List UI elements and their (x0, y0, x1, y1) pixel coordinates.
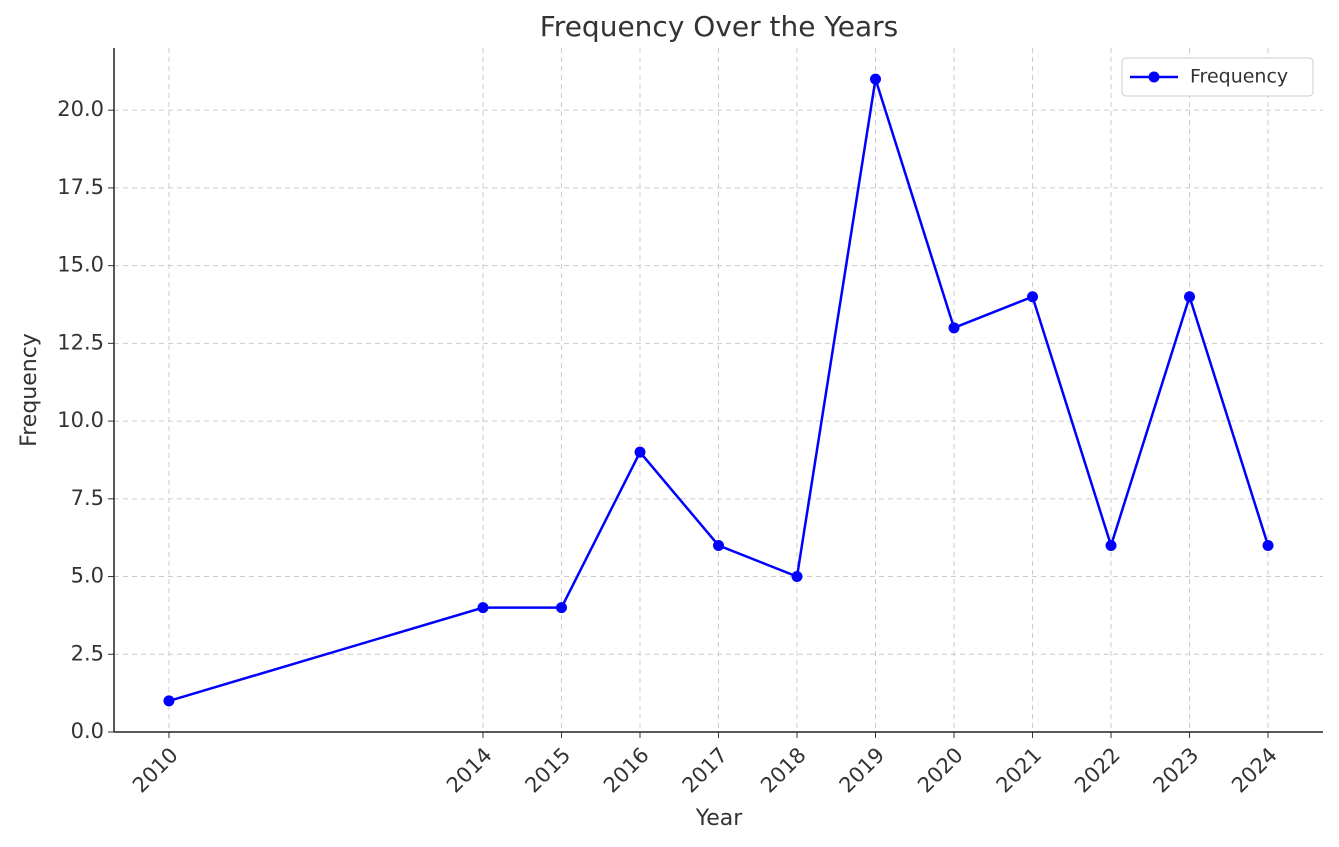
x-tick-label: 2024 (1227, 743, 1282, 798)
x-tick-label: 2019 (835, 743, 890, 798)
x-tick-label: 2016 (599, 743, 654, 798)
y-tick-label: 7.5 (71, 486, 104, 510)
data-point (713, 539, 724, 551)
data-point (1184, 291, 1196, 303)
data-point (1105, 539, 1117, 551)
y-tick-label: 5.0 (71, 564, 104, 588)
chart-title: Frequency Over the Years (540, 10, 899, 43)
data-point (1027, 291, 1039, 303)
data-point (555, 602, 567, 614)
data-point (948, 322, 960, 334)
y-tick-label: 15.0 (57, 253, 104, 277)
data-point (634, 446, 646, 458)
x-tick-label: 2020 (913, 743, 968, 798)
y-tick-label: 17.5 (57, 175, 104, 199)
legend-box (1121, 57, 1314, 97)
x-tick-label: 2021 (992, 743, 1047, 798)
x-tick-label: 2015 (520, 743, 575, 798)
data-point (1262, 539, 1274, 551)
y-tick-label: 10.0 (57, 408, 104, 432)
data-point (791, 571, 803, 583)
x-tick-label: 2022 (1070, 743, 1125, 798)
data-point (870, 73, 882, 85)
x-tick-label: 2010 (128, 743, 183, 798)
legend-marker (1148, 71, 1160, 83)
x-tick-label: 2018 (756, 743, 811, 798)
legend-label: Frequency (1190, 66, 1288, 88)
y-tick-label: 2.5 (71, 641, 104, 665)
data-point (477, 602, 489, 614)
y-axis-label: Frequency (17, 333, 42, 447)
legend: Frequency (1121, 57, 1314, 97)
x-tick-label: 2014 (442, 743, 497, 798)
y-tick-label: 0.0 (71, 719, 104, 743)
data-line (168, 78, 1270, 703)
data-point (163, 695, 175, 707)
y-tick-label: 20.0 (57, 97, 104, 121)
x-tick-label: 2023 (1149, 743, 1204, 798)
y-tick-label: 12.5 (57, 330, 104, 354)
x-tick-label: 2017 (678, 743, 733, 798)
x-axis-label: Year (695, 806, 744, 831)
